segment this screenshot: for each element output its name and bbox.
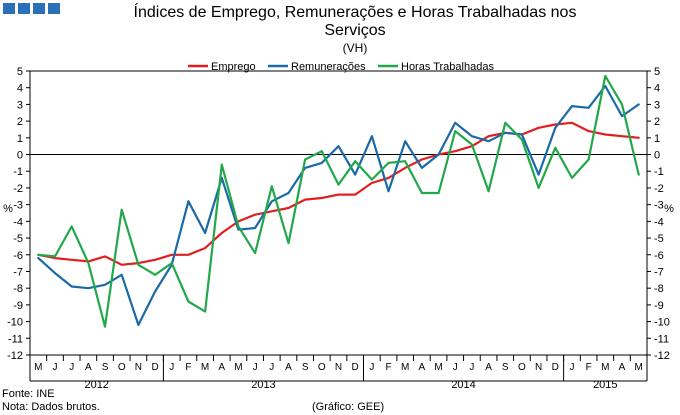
x-tick-label: D bbox=[352, 362, 359, 373]
x-tick-label: A bbox=[419, 362, 426, 373]
y-tick-label-left: 1 bbox=[17, 133, 23, 145]
chart-title: Índices de Emprego, Remunerações e Horas… bbox=[60, 4, 650, 40]
y-tick-label-left: -1 bbox=[13, 166, 23, 178]
y-tick-label-left: -10 bbox=[7, 317, 23, 329]
x-tick-label: M bbox=[201, 362, 209, 373]
y-tick-label-right: -10 bbox=[654, 317, 670, 329]
x-tick-label: S bbox=[502, 362, 509, 373]
y-tick-label-left: -6 bbox=[13, 250, 23, 262]
y-tick-label-left: -7 bbox=[13, 266, 23, 278]
plot-area-border bbox=[29, 70, 648, 356]
x-tick-label: M bbox=[601, 362, 609, 373]
y-tick-label-right: -5 bbox=[654, 233, 664, 245]
logo-square bbox=[3, 3, 15, 14]
y-tick-label-left: 4 bbox=[17, 83, 23, 95]
x-tick-label: D bbox=[552, 362, 559, 373]
x-tick-label: A bbox=[485, 362, 492, 373]
x-tick-label: A bbox=[285, 362, 292, 373]
x-tick-label: J bbox=[253, 362, 258, 373]
y-tick-label-left: 0 bbox=[17, 150, 23, 162]
logo-square bbox=[48, 3, 60, 14]
x-tick-label: A bbox=[218, 362, 225, 373]
x-tick-label: O bbox=[518, 362, 526, 373]
x-tick-label: A bbox=[619, 362, 626, 373]
logo-square bbox=[33, 3, 45, 14]
year-label: 2014 bbox=[451, 379, 475, 391]
y-tick-label-right: 3 bbox=[654, 99, 660, 111]
x-tick-label: J bbox=[469, 362, 474, 373]
year-label: 2012 bbox=[84, 379, 108, 391]
y-tick-label-left: -9 bbox=[13, 300, 23, 312]
y-tick-label-right: -12 bbox=[654, 350, 670, 362]
y-tick-label-right: -3 bbox=[654, 200, 664, 212]
series-line-remuneracoes bbox=[37, 84, 640, 326]
y-tick-label-left: 5 bbox=[17, 66, 23, 78]
y-tick-label-left: -8 bbox=[13, 283, 23, 295]
x-tick-label: J bbox=[453, 362, 458, 373]
y-tick-label-right: 0 bbox=[654, 150, 660, 162]
x-tick-label: J bbox=[569, 362, 574, 373]
x-tick-label: M bbox=[401, 362, 409, 373]
chart-title-line2: Serviços bbox=[324, 22, 386, 39]
y-tick-label-right: -11 bbox=[654, 333, 669, 345]
note-text: Nota: Dados brutos. bbox=[2, 401, 100, 413]
x-tick-label: F bbox=[586, 362, 592, 373]
x-tick-label: N bbox=[335, 362, 342, 373]
year-label: 2015 bbox=[593, 379, 617, 391]
x-tick-label: A bbox=[85, 362, 92, 373]
x-tick-label: F bbox=[385, 362, 391, 373]
y-tick-label-left: -2 bbox=[13, 183, 23, 195]
y-tick-label-right: -2 bbox=[654, 183, 664, 195]
y-tick-label-right: -6 bbox=[654, 250, 664, 262]
series-line-horas-trabalhadas bbox=[37, 74, 640, 328]
x-tick-label: J bbox=[69, 362, 74, 373]
x-tick-label: O bbox=[318, 362, 326, 373]
x-tick-label: J bbox=[369, 362, 374, 373]
y-tick-label-right: -1 bbox=[654, 166, 664, 178]
y-tick-label-left: -11 bbox=[8, 333, 23, 345]
y-tick-label-right: 5 bbox=[654, 66, 660, 78]
y-tick-label-right: -4 bbox=[654, 216, 664, 228]
x-tick-label: J bbox=[269, 362, 274, 373]
y-tick-label-right: 4 bbox=[654, 83, 660, 95]
source-text: Fonte: INE bbox=[2, 388, 55, 400]
x-tick-label: O bbox=[118, 362, 126, 373]
y-tick-label-left: -5 bbox=[13, 233, 23, 245]
x-tick-label: M bbox=[634, 362, 642, 373]
x-tick-label: S bbox=[302, 362, 309, 373]
y-tick-label-left: 3 bbox=[17, 99, 23, 111]
y-tick-label-right: 2 bbox=[654, 116, 660, 128]
y-tick-label-left: -4 bbox=[13, 216, 23, 228]
y-tick-label-left: -12 bbox=[7, 350, 23, 362]
y-axis-label-left: % bbox=[3, 203, 13, 215]
x-tick-label: M bbox=[434, 362, 442, 373]
y-axis-label-right: % bbox=[664, 203, 674, 215]
y-tick-label-right: -9 bbox=[654, 300, 664, 312]
x-tick-label: F bbox=[185, 362, 191, 373]
x-tick-label: J bbox=[169, 362, 174, 373]
y-tick-label-right: 1 bbox=[654, 133, 660, 145]
y-tick-label-right: -8 bbox=[654, 283, 664, 295]
legend-label: Remunerações bbox=[291, 61, 366, 73]
y-tick-label-right: -7 bbox=[654, 266, 664, 278]
logo bbox=[3, 3, 60, 14]
x-tick-label: N bbox=[535, 362, 542, 373]
logo-square bbox=[18, 3, 30, 14]
x-tick-label: S bbox=[102, 362, 109, 373]
x-tick-label: M bbox=[234, 362, 242, 373]
year-label: 2013 bbox=[251, 379, 275, 391]
chart-subtitle: (VH) bbox=[342, 41, 368, 55]
y-tick-label-left: -3 bbox=[13, 200, 23, 212]
x-tick-label: D bbox=[151, 362, 158, 373]
x-tick-label: J bbox=[53, 362, 58, 373]
x-tick-label: N bbox=[135, 362, 142, 373]
legend-label: Emprego bbox=[211, 61, 256, 73]
x-tick-label: M bbox=[34, 362, 42, 373]
y-tick-label-left: 2 bbox=[17, 116, 23, 128]
credit-text: (Gráfico: GEE) bbox=[312, 401, 385, 413]
legend-label: Horas Trabalhadas bbox=[401, 61, 494, 73]
chart-title-line1: Índices de Emprego, Remunerações e Horas… bbox=[133, 4, 577, 21]
